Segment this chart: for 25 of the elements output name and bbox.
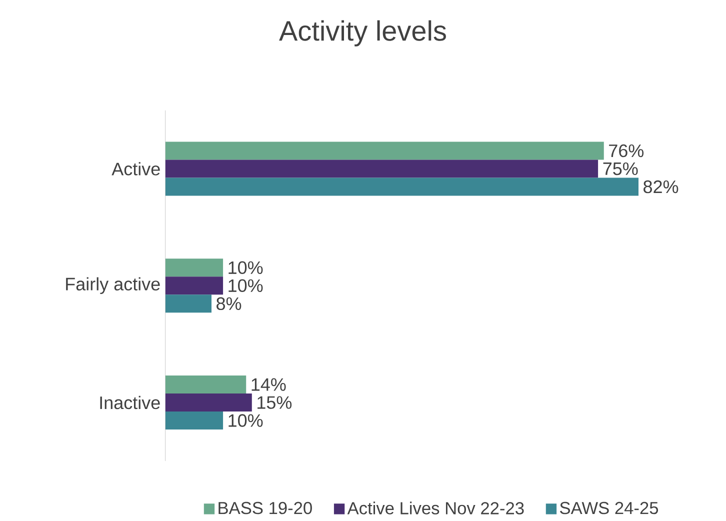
data-label: 14% <box>252 378 286 391</box>
bar <box>165 178 638 196</box>
data-label: 75% <box>603 162 638 176</box>
bar <box>165 160 598 178</box>
chart-title: Activity levels <box>279 20 446 46</box>
data-label: 82% <box>644 180 678 194</box>
data-label: 15% <box>258 396 292 409</box>
data-label: 10% <box>228 261 263 274</box>
data-label: 8% <box>216 297 242 310</box>
bar <box>165 376 246 394</box>
bar <box>165 258 224 277</box>
bar <box>165 276 224 295</box>
data-label: 10% <box>228 279 263 292</box>
bar <box>165 142 604 160</box>
y-tick-label: Fairly active <box>66 277 160 294</box>
bar <box>165 294 212 313</box>
bar <box>165 394 252 412</box>
y-tick-label: Inactive <box>100 396 160 410</box>
bar <box>165 412 224 430</box>
legend-label: Active Lives Nov 22-23 <box>347 502 524 514</box>
data-label: 10% <box>228 414 263 427</box>
data-label: 76% <box>609 144 644 158</box>
legend-label: SAWS 24-25 <box>560 502 658 514</box>
legend-label: BASS 19-20 <box>218 502 312 514</box>
y-tick-label: Active <box>112 162 160 176</box>
